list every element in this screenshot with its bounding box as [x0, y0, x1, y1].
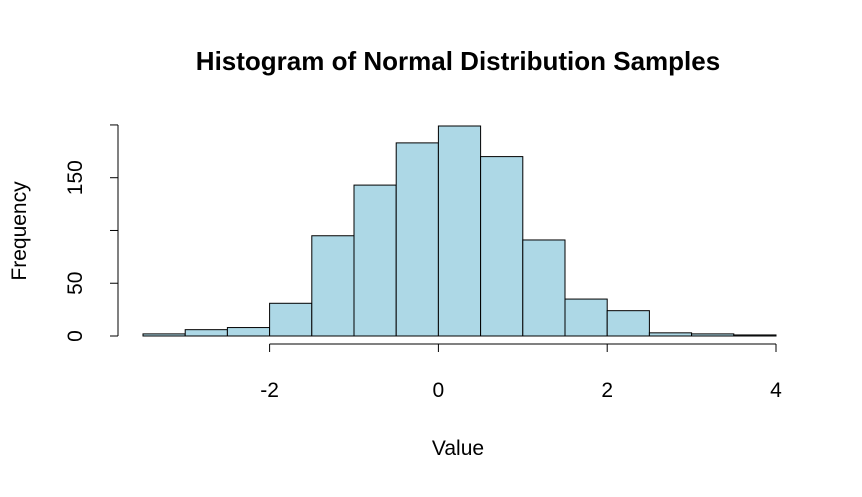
chart-title: Histogram of Normal Distribution Samples: [196, 46, 720, 76]
bars-group: [142, 125, 777, 337]
histogram-bar: [311, 235, 355, 337]
histogram-bar: [437, 125, 482, 337]
histogram-bar: [353, 184, 397, 337]
histogram-bar: [733, 334, 777, 337]
x-tick-label: 4: [770, 379, 782, 402]
y-tick-label: 50: [64, 272, 87, 295]
y-tick-label: 150: [64, 160, 87, 195]
x-axis-label: Value: [432, 437, 484, 460]
histogram-bar: [142, 333, 186, 337]
histogram-bar: [522, 239, 566, 337]
x-tick-label: 0: [433, 379, 445, 402]
x-tick-label: -2: [260, 379, 279, 402]
histogram-bar: [184, 329, 228, 337]
y-axis-label: Frequency: [8, 181, 31, 281]
x-axis: -2 0 2 4: [260, 343, 782, 402]
histogram-bar: [648, 332, 693, 337]
histogram-bar: [564, 298, 608, 337]
histogram-bar: [226, 327, 271, 337]
y-axis: 0 50 150: [64, 124, 119, 342]
y-tick-label: 0: [64, 330, 87, 342]
histogram-bar: [691, 333, 735, 337]
x-tick-label: 2: [601, 379, 613, 402]
histogram-bar: [480, 156, 524, 337]
histogram-bar: [395, 142, 439, 337]
histogram-bar: [606, 310, 650, 337]
histogram-bar: [269, 302, 313, 337]
